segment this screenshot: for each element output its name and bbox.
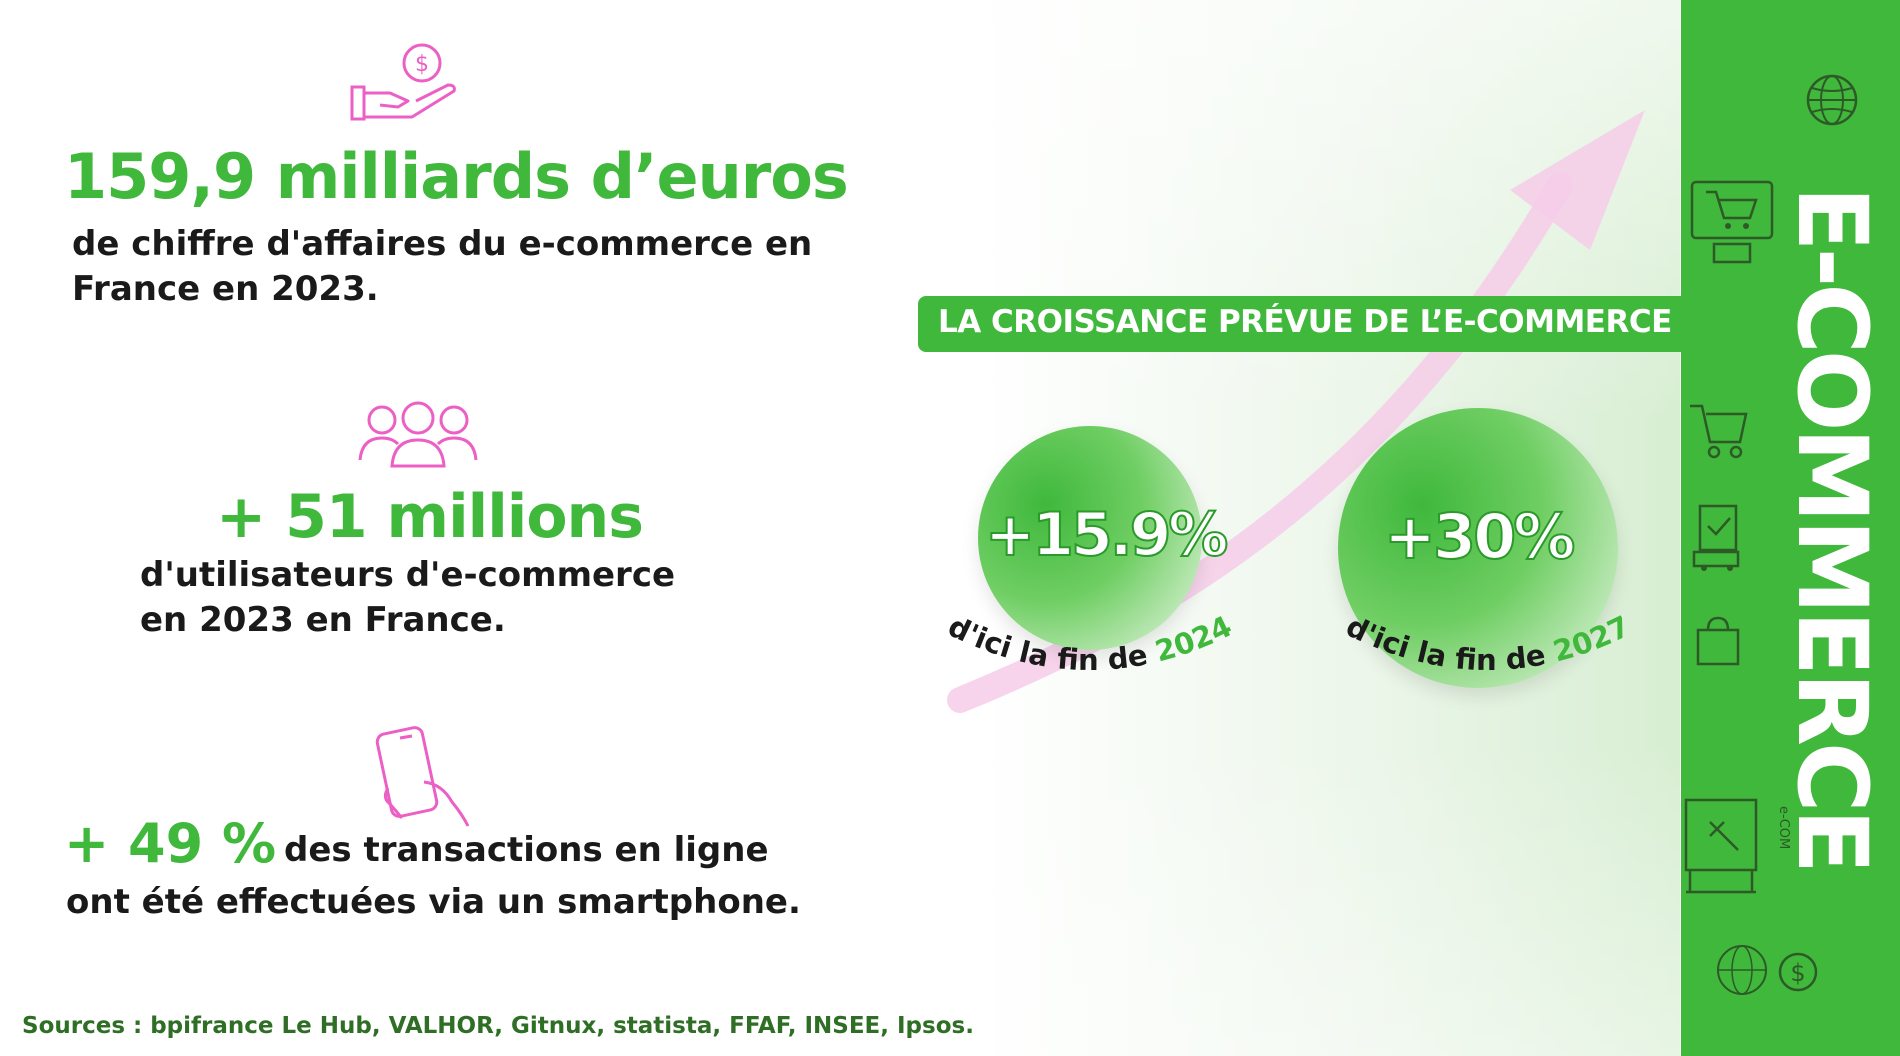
sidebar-title: E-COMMERCE [1776, 185, 1888, 871]
stat-mobile-inline-text: des transactions en ligne [284, 830, 769, 870]
growth-value-2027: +30% [1383, 499, 1576, 574]
sources-footnote: Sources : bpifrance Le Hub, VALHOR, Gitn… [22, 1013, 974, 1039]
growth-caption-2027: d'ici la fin de 2027 [1341, 609, 1635, 677]
growth-banner [918, 296, 1696, 352]
stat-revenue-headline: 159,9 milliards d’euros [64, 140, 849, 213]
growth-year-2024: 2024 [1151, 609, 1237, 669]
growth-caption-prefix-2024: d'ici la fin de [943, 609, 1160, 677]
stat-mobile-headline: + 49 % [64, 812, 277, 875]
growth-circle-2024 [978, 426, 1202, 650]
smartphone-hand-icon [375, 726, 470, 827]
growth-caption-2024: d'ici la fin de 2024 [943, 609, 1237, 677]
hand-money-icon: $ [350, 43, 456, 121]
globe-icon [1806, 74, 1858, 126]
shopping-cart-icon [1690, 404, 1748, 459]
globe-dollar-icon: $ [1717, 945, 1818, 995]
svg-text:$: $ [1790, 959, 1805, 987]
stat-users-headline: + 51 millions [216, 482, 644, 552]
stat-revenue-description: de chiffre d'affaires du e-commerce en F… [72, 222, 812, 312]
growth-value-2024: +15.9% [984, 499, 1229, 571]
stat-mobile-line-1: ont été effectuées via un smartphone. [66, 882, 801, 922]
growth-year-2027: 2027 [1549, 609, 1635, 669]
stat-users-description: d'utilisateurs d'e-commerce en 2023 en F… [140, 553, 675, 643]
users-group-icon [358, 401, 478, 468]
shopping-bag-icon [1696, 616, 1740, 666]
stat-revenue-line-2: France en 2023. [72, 269, 379, 309]
online-store-sign: e-COM [1776, 806, 1791, 849]
svg-text:d'ici la fin de 2027: d'ici la fin de 2027 [1341, 609, 1635, 677]
growth-circle-2027 [1338, 408, 1618, 688]
stat-users-line-1: d'utilisateurs d'e-commerce [140, 555, 676, 595]
svg-text:d'ici la fin de 2024: d'ici la fin de 2024 [943, 609, 1237, 677]
svg-text:$: $ [415, 52, 429, 77]
sidebar-panel [1681, 0, 1900, 1056]
delivery-box-icon [1692, 504, 1740, 571]
growth-caption-prefix-2027: d'ici la fin de [1341, 609, 1558, 677]
shop-screen-icon [1690, 180, 1774, 264]
growth-banner-text: LA CROISSANCE PRÉVUE DE L’E-COMMERCE [938, 304, 1672, 340]
stat-users-line-2: en 2023 en France. [140, 600, 506, 640]
online-store-icon: e-COM [1684, 798, 1791, 894]
stat-revenue-line-1: de chiffre d'affaires du e-commerce en [72, 224, 813, 264]
stat-mobile-description: ont été effectuées via un smartphone. [66, 880, 801, 925]
